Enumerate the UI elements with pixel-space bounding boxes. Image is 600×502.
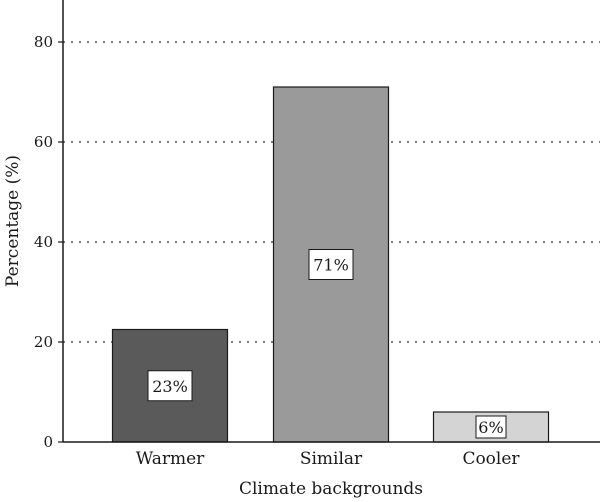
value-label-box [308, 249, 354, 280]
value-label-box [475, 415, 507, 439]
value-label: 6% [478, 418, 503, 437]
category-label-similar: Similar [300, 449, 363, 469]
category-label-cooler: Cooler [462, 449, 520, 469]
category-label-warmer: Warmer [136, 449, 205, 469]
value-label: 23% [152, 377, 188, 396]
y-tick-label: 80 [34, 33, 53, 51]
y-tick-label: 0 [43, 433, 53, 451]
x-axis-title: Climate backgrounds [239, 479, 423, 499]
y-axis-title: Percentage (%) [3, 155, 23, 287]
value-label: 71% [313, 256, 349, 275]
bars: 23% 71% 6% [111, 86, 550, 443]
value-label-box [147, 370, 193, 402]
y-tick-labels: 0 20 40 60 80 [34, 33, 63, 451]
y-tick-label: 20 [34, 333, 53, 351]
x-tick-labels: Warmer Similar Cooler [136, 449, 521, 469]
y-tick-label: 40 [34, 233, 53, 251]
y-tick-label: 60 [34, 133, 53, 151]
